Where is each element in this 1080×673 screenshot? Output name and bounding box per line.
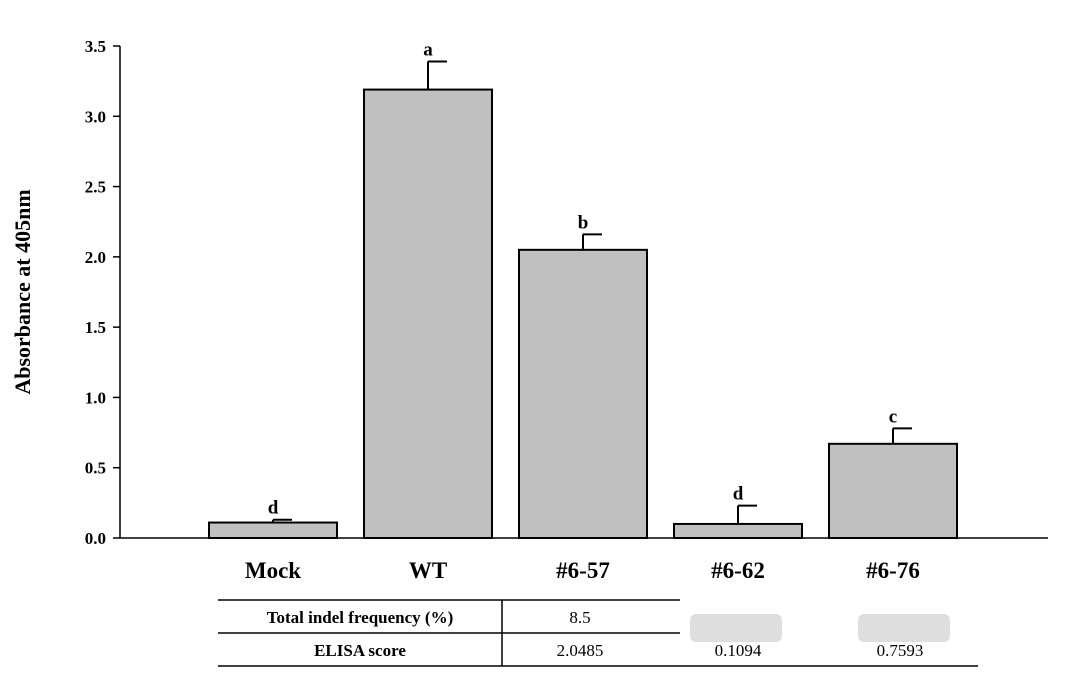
significance-label: d bbox=[268, 498, 279, 519]
significance-label: b bbox=[578, 212, 589, 233]
obscured-cell bbox=[690, 614, 782, 642]
category-label: Mock bbox=[245, 558, 301, 583]
bar bbox=[828, 442, 958, 539]
bar bbox=[208, 521, 338, 540]
table-row-label: ELISA score bbox=[314, 641, 406, 660]
obscured-cell bbox=[858, 614, 950, 642]
category-label: WT bbox=[409, 558, 447, 583]
bar bbox=[673, 522, 803, 540]
y-tick-label: 3.5 bbox=[85, 37, 106, 56]
significance-label: a bbox=[423, 39, 433, 60]
table-cell: 0.1094 bbox=[715, 641, 762, 660]
chart-bars bbox=[208, 60, 958, 540]
significance-label: d bbox=[733, 484, 744, 505]
y-tick-label: 2.0 bbox=[85, 248, 106, 267]
y-tick-label: 2.5 bbox=[85, 178, 106, 197]
category-label: #6-57 bbox=[556, 558, 610, 583]
table-row-label: Total indel frequency (%) bbox=[267, 608, 454, 627]
chart-labels: d Mock a WT b #6-57 d #6-62 c #6-76 bbox=[245, 39, 920, 583]
y-axis-label: Absorbance at 405nm bbox=[10, 189, 35, 394]
table-cell: 0.7593 bbox=[877, 641, 924, 660]
significance-label: c bbox=[889, 406, 897, 427]
bar bbox=[518, 248, 648, 539]
table-cell: 2.0485 bbox=[557, 641, 604, 660]
y-tick-label: 0.0 bbox=[85, 529, 106, 548]
category-label: #6-76 bbox=[866, 558, 920, 583]
bar bbox=[363, 88, 493, 539]
y-tick-label: 0.5 bbox=[85, 459, 106, 478]
y-tick-label: 3.0 bbox=[85, 107, 106, 126]
category-label: #6-62 bbox=[711, 558, 765, 583]
results-table: Total indel frequency (%) 8.5 ELISA score 2… bbox=[218, 599, 978, 667]
table-cell: 8.5 bbox=[569, 608, 590, 627]
y-tick-label: 1.5 bbox=[85, 318, 106, 337]
y-tick-label: 1.0 bbox=[85, 388, 106, 407]
